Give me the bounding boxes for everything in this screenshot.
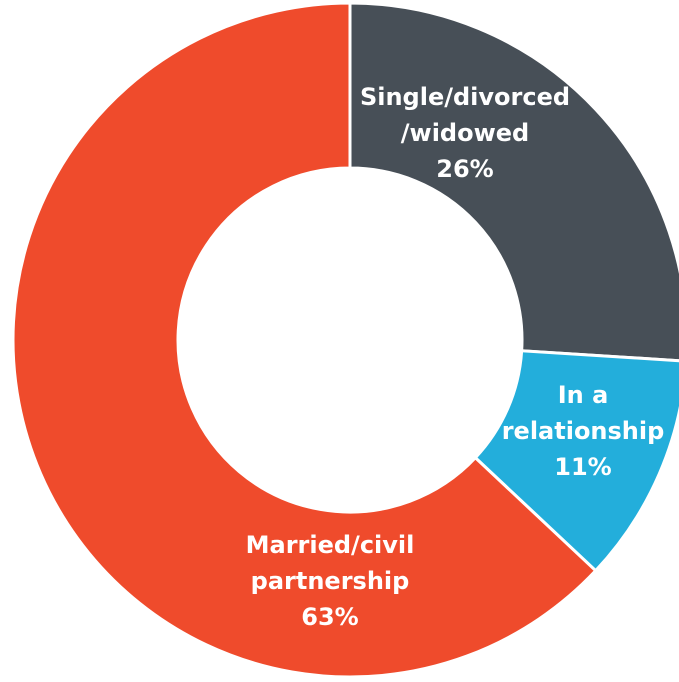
- slice-1: [473, 349, 679, 573]
- slice-1-value-label: 11%: [554, 453, 611, 481]
- slice-2-value-label: 63%: [301, 603, 358, 631]
- slice-0-value-label: 26%: [436, 155, 493, 183]
- slice-1-label-line-0: In a: [558, 381, 609, 409]
- slice-0-label-line-0: Single/divorced: [360, 83, 570, 111]
- slice-2-label-line-1: partnership: [251, 567, 410, 595]
- slice-2-label-line-0: Married/civil: [246, 531, 415, 559]
- labels-layer: Single/divorced/widowed 26% In a relationsh…: [246, 83, 665, 631]
- slice-2: [11, 1, 598, 679]
- slice-1-label-line-1: relationship: [502, 417, 665, 445]
- slices-layer: [11, 1, 679, 679]
- slice-0-label-line-1: /widowed: [401, 119, 529, 147]
- slice-0: [348, 1, 679, 363]
